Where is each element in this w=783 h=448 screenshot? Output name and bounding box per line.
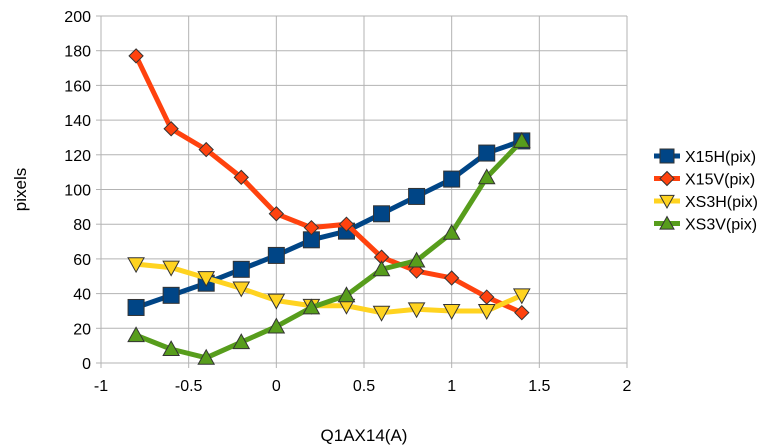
series-X15V(pix) xyxy=(128,48,530,321)
data-point xyxy=(337,286,356,303)
data-point xyxy=(268,206,285,222)
legend-marker xyxy=(659,170,675,187)
data-point xyxy=(302,298,321,315)
y-tick-label: 20 xyxy=(73,321,91,338)
legend-label: XS3H(pix) xyxy=(685,194,758,211)
series-XS3V(pix) xyxy=(127,131,531,365)
legend-label: XS3V(pix) xyxy=(685,217,757,234)
legend-marker xyxy=(659,215,675,230)
data-point xyxy=(162,286,180,304)
data-point xyxy=(442,304,461,320)
y-tick-label: 120 xyxy=(64,148,91,165)
data-point xyxy=(127,326,145,343)
data-point xyxy=(512,288,531,305)
x-tick-label: 0 xyxy=(272,378,281,395)
x-tick-label: -1 xyxy=(94,378,108,395)
data-point xyxy=(373,205,391,223)
legend-label: X15H(pix) xyxy=(685,149,756,166)
data-point xyxy=(162,340,180,357)
y-tick-label: 160 xyxy=(64,78,91,95)
legend-item: XS3H(pix) xyxy=(654,194,758,211)
data-point xyxy=(127,257,145,274)
data-point xyxy=(443,170,461,188)
data-point xyxy=(338,216,355,232)
legend: X15H(pix) X15V(pix) XS3H(pix) XS3V(pix) xyxy=(654,148,758,234)
y-tick-label: 80 xyxy=(73,217,91,234)
data-point xyxy=(127,298,145,316)
legend-label: X15V(pix) xyxy=(685,172,755,189)
data-point xyxy=(233,169,249,186)
legend-item: XS3V(pix) xyxy=(654,215,757,234)
data-point xyxy=(407,302,426,319)
data-point xyxy=(514,304,530,321)
y-tick-label: 0 xyxy=(82,356,91,373)
data-point xyxy=(442,223,461,240)
x-tick-label: -0.5 xyxy=(175,378,203,395)
data-point xyxy=(408,187,426,205)
data-point xyxy=(267,317,286,334)
data-point xyxy=(197,271,216,288)
x-axis-title: Q1AX14(A) xyxy=(321,426,408,445)
data-point xyxy=(372,260,391,277)
data-point xyxy=(477,304,496,320)
data-point xyxy=(198,141,214,158)
data-point xyxy=(267,293,286,310)
data-point xyxy=(407,251,426,268)
data-point xyxy=(197,348,216,365)
series-line xyxy=(133,54,523,315)
data-point xyxy=(267,246,285,264)
x-tick-label: 1 xyxy=(447,378,456,395)
data-point xyxy=(477,168,496,185)
y-tick-label: 180 xyxy=(64,44,91,61)
x-tick-label: 0.5 xyxy=(353,378,375,395)
series-line xyxy=(135,139,524,361)
data-point xyxy=(512,131,531,148)
data-point xyxy=(408,263,425,279)
data-point xyxy=(303,219,320,236)
y-tick-label: 140 xyxy=(64,113,91,130)
legend-item: X15H(pix) xyxy=(654,148,756,166)
legend-marker xyxy=(659,194,675,210)
data-point xyxy=(478,144,496,162)
y-tick-label: 100 xyxy=(64,183,91,200)
data-point xyxy=(232,260,250,278)
legend-item: X15V(pix) xyxy=(654,170,755,189)
data-point xyxy=(372,305,391,322)
data-point xyxy=(443,270,460,286)
data-point xyxy=(163,121,179,137)
x-tick-label: 1.5 xyxy=(528,378,550,395)
data-point xyxy=(128,48,144,64)
axes: 0 20 40 60 80 100 120 140 160 180 200 -1 -0.5 0 0.5 1 1.… xyxy=(64,9,631,395)
data-point xyxy=(232,333,251,350)
data-point xyxy=(162,260,180,277)
legend-marker xyxy=(659,148,675,164)
data-point xyxy=(232,281,251,298)
y-tick-label: 60 xyxy=(73,252,91,269)
y-axis-title: pixels xyxy=(11,168,30,211)
y-tick-label: 40 xyxy=(73,287,91,304)
series-group xyxy=(127,48,531,365)
x-tick-label: 2 xyxy=(623,378,632,395)
y-tick-label: 200 xyxy=(64,9,91,26)
